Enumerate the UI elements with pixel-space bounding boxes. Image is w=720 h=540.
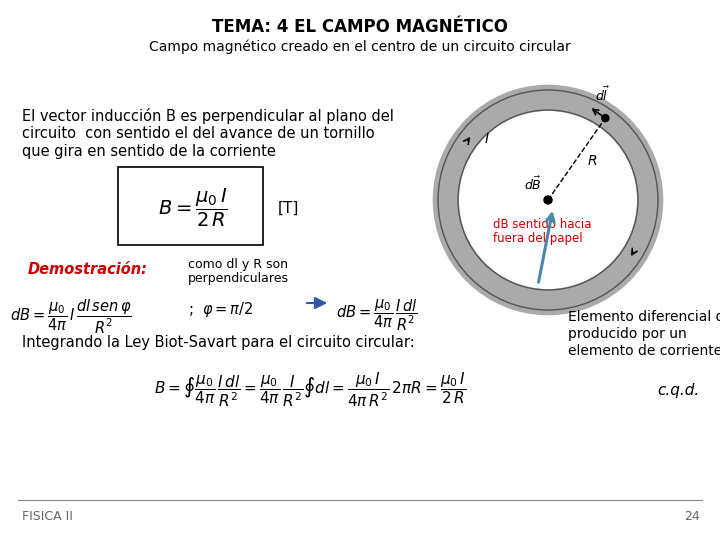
Text: fuera del papel: fuera del papel xyxy=(493,232,582,245)
Text: TEMA: 4 EL CAMPO MAGNÉTICO: TEMA: 4 EL CAMPO MAGNÉTICO xyxy=(212,18,508,36)
Text: $I$: $I$ xyxy=(484,132,490,146)
Text: $B = \dfrac{\mu_0\, I}{2\,R}$: $B = \dfrac{\mu_0\, I}{2\,R}$ xyxy=(158,187,228,229)
Circle shape xyxy=(602,114,609,122)
Text: elemento de corriente dl: elemento de corriente dl xyxy=(568,344,720,358)
Circle shape xyxy=(459,111,637,289)
Text: Demostración:: Demostración: xyxy=(28,262,148,277)
Text: ;  $\varphi=\pi/2$: ; $\varphi=\pi/2$ xyxy=(188,300,253,319)
Text: $B = \oint\dfrac{\mu_0}{4\pi}\,\dfrac{I\,dl}{R^2} = \dfrac{\mu_0}{4\pi}\,\dfrac{: $B = \oint\dfrac{\mu_0}{4\pi}\,\dfrac{I\… xyxy=(154,371,466,409)
Text: como dl y R son: como dl y R son xyxy=(188,258,288,271)
Text: Integrando la Ley Biot-Savart para el circuito circular:: Integrando la Ley Biot-Savart para el ci… xyxy=(22,335,415,350)
Text: que gira en sentido de la corriente: que gira en sentido de la corriente xyxy=(22,144,276,159)
Text: $dB = \dfrac{\mu_0}{4\pi}\,\dfrac{I\,dl}{R^2}$: $dB = \dfrac{\mu_0}{4\pi}\,\dfrac{I\,dl}… xyxy=(336,298,418,333)
Circle shape xyxy=(544,196,552,204)
Text: Campo magnético creado en el centro de un circuito circular: Campo magnético creado en el centro de u… xyxy=(149,40,571,55)
Text: Elemento diferencial d: Elemento diferencial d xyxy=(568,310,720,324)
Text: $R$: $R$ xyxy=(587,154,597,168)
Text: FISICA II: FISICA II xyxy=(22,510,73,523)
Text: $d\vec{l}$: $d\vec{l}$ xyxy=(595,85,611,104)
FancyBboxPatch shape xyxy=(118,167,263,245)
Text: $d\vec{B}$: $d\vec{B}$ xyxy=(524,176,542,193)
Text: El vector inducción B es perpendicular al plano del: El vector inducción B es perpendicular a… xyxy=(22,108,394,124)
Text: c.q.d.: c.q.d. xyxy=(658,382,700,397)
Text: $dB = \dfrac{\mu_0}{4\pi}\,I\,\dfrac{dl\,sen\,\varphi}{R^2}$: $dB = \dfrac{\mu_0}{4\pi}\,I\,\dfrac{dl\… xyxy=(10,298,132,336)
Text: circuito  con sentido el del avance de un tornillo: circuito con sentido el del avance de un… xyxy=(22,126,374,141)
Text: [T]: [T] xyxy=(278,200,300,215)
Text: producido por un: producido por un xyxy=(568,327,687,341)
Text: perpendiculares: perpendiculares xyxy=(188,272,289,285)
Text: dB sentido hacia: dB sentido hacia xyxy=(493,218,592,231)
Text: 24: 24 xyxy=(684,510,700,523)
